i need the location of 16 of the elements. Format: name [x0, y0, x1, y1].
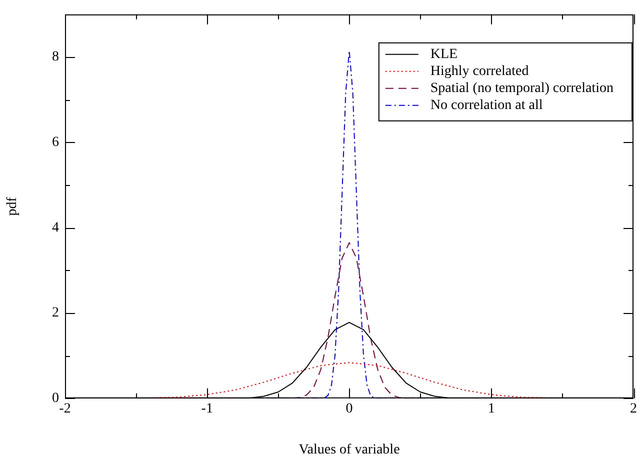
- y-tick-label: 2: [52, 306, 59, 321]
- x-tick-label: 0: [346, 401, 353, 416]
- y-tick-label: 8: [52, 50, 59, 65]
- x-tick-label: 2: [630, 401, 637, 416]
- legend-label: No correlation at all: [430, 98, 543, 114]
- legend-label: KLE: [430, 47, 458, 62]
- legend-label: Spatial (no temporal) correlation: [430, 81, 614, 96]
- y-axis-title: pdf: [5, 196, 20, 216]
- x-axis-title: Values of variable: [298, 442, 400, 458]
- legend-label: Highly correlated: [430, 64, 529, 80]
- x-tick-label: -2: [59, 401, 71, 416]
- x-tick-label: 1: [488, 401, 495, 416]
- x-tick-label: -1: [201, 401, 213, 416]
- y-tick-label: 0: [52, 391, 59, 406]
- y-tick-label: 6: [52, 135, 59, 150]
- y-tick-label: 4: [52, 220, 59, 236]
